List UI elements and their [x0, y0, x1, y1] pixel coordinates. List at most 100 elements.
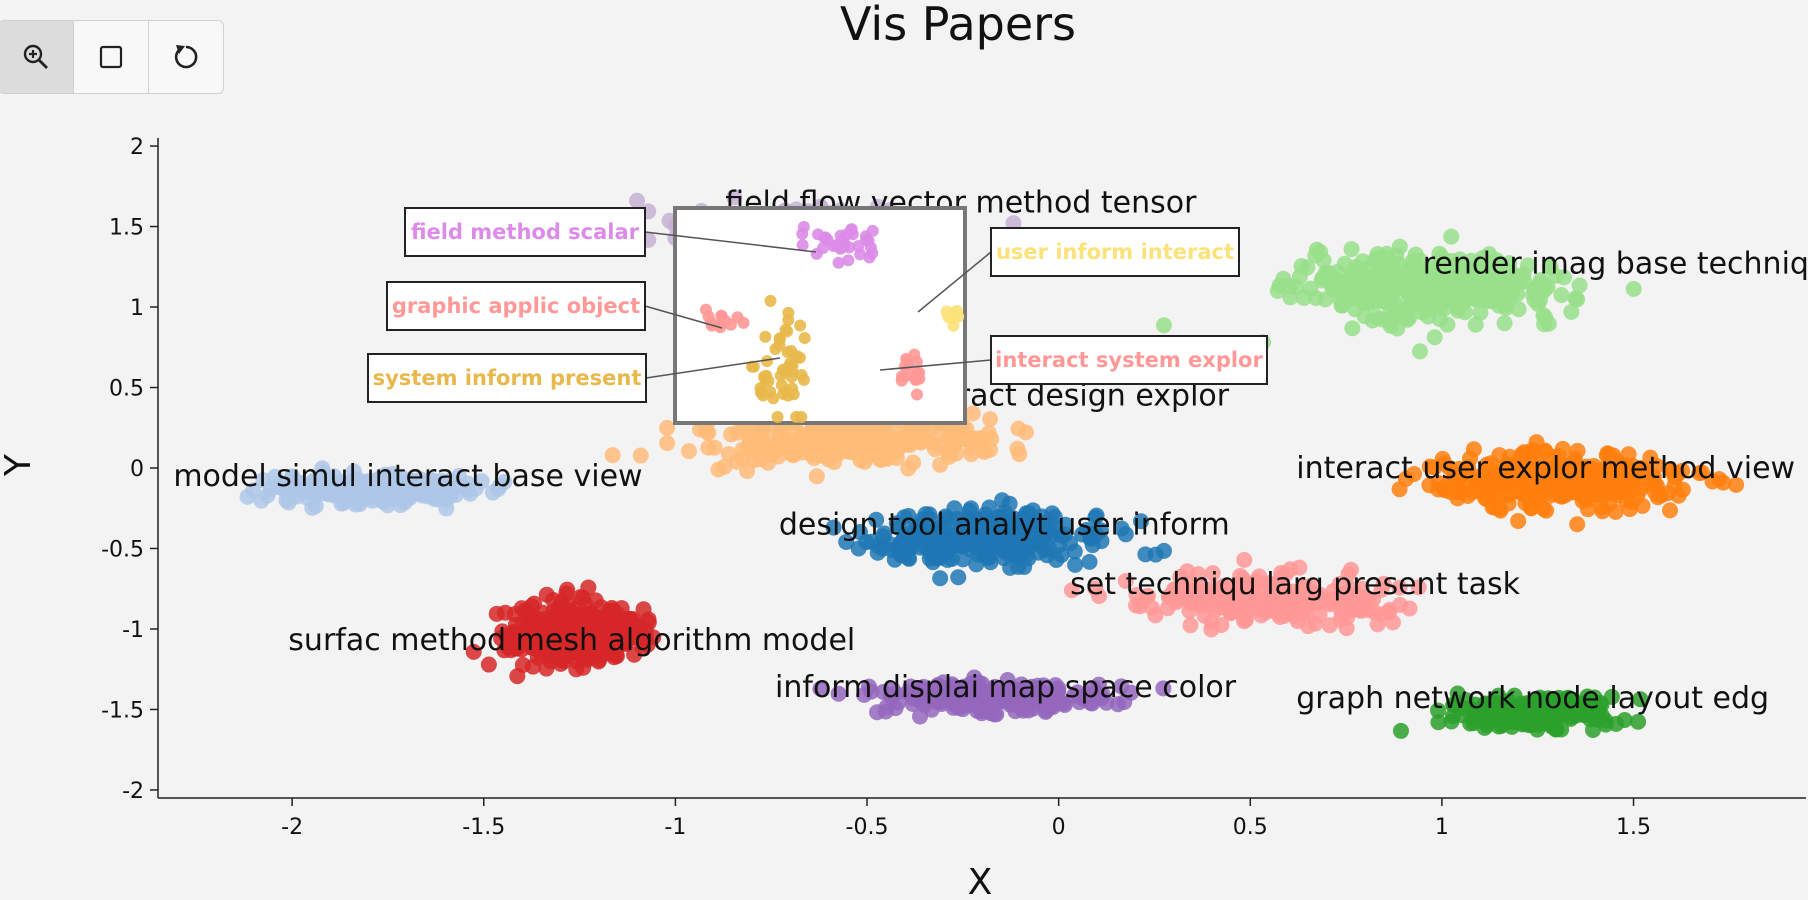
scatter-point [504, 625, 521, 642]
scatter-point [1728, 476, 1745, 493]
scatter-point [1569, 291, 1586, 308]
scatter-point [255, 472, 272, 489]
scatter-point [1084, 525, 1101, 542]
scatter-point [878, 698, 895, 715]
scatter-point [1348, 587, 1365, 604]
scatter-point [720, 445, 737, 462]
inset-point [795, 369, 808, 382]
scatter-point [1481, 246, 1498, 263]
scatter-point [1525, 487, 1542, 504]
scatter-point [379, 491, 396, 508]
y-tick-label: 1 [130, 296, 144, 321]
scatter-point [659, 419, 676, 436]
scatter-point [1595, 487, 1612, 504]
scatter-point [1016, 558, 1033, 575]
scatter-point [1364, 312, 1381, 329]
inset-point [866, 224, 879, 237]
scatter-point [1295, 289, 1312, 306]
scatter-point [1081, 553, 1098, 570]
inset-point [796, 239, 809, 252]
reset-button[interactable] [149, 21, 223, 93]
cluster-label: inform displai map space color [775, 670, 1237, 705]
scatter-point [1523, 694, 1540, 711]
select-box-button[interactable] [74, 21, 149, 93]
scatter-point [1155, 542, 1172, 559]
inset-point [910, 388, 923, 401]
scatter-point [1603, 688, 1620, 705]
scatter-point [710, 461, 727, 478]
scatter-point [680, 443, 697, 460]
y-tick-label: 1.5 [109, 216, 144, 241]
callout-box [990, 335, 1268, 385]
scatter-point [1015, 702, 1032, 719]
scatter-point [1553, 287, 1570, 304]
scatter-point [1204, 565, 1221, 582]
scatter-point [729, 424, 746, 441]
scatter-point [892, 430, 909, 447]
scatter-point [805, 437, 822, 454]
inset-point [794, 319, 807, 332]
scatter-point [1267, 596, 1284, 613]
scatter-point [1460, 459, 1477, 476]
scatter-point [239, 488, 256, 505]
zoom-in-button[interactable] [0, 21, 74, 93]
scatter-point [1449, 302, 1466, 319]
inset-point [767, 392, 780, 405]
scatter-point [1336, 585, 1353, 602]
scatter-point [1439, 316, 1456, 333]
inset-point [754, 382, 767, 395]
cluster-label: design tool analyt user inform [779, 507, 1230, 542]
scatter-point [932, 570, 949, 587]
scatter-point [1531, 291, 1548, 308]
scatter-point [635, 601, 652, 618]
scatter-point [1375, 575, 1392, 592]
scatter-point [1155, 680, 1172, 697]
cluster-points [1155, 228, 1642, 360]
scatter-point [1026, 680, 1043, 697]
scatter-point [958, 431, 975, 448]
scatter-point [1553, 721, 1570, 738]
callout-leader [917, 251, 992, 313]
scatter-point [734, 441, 751, 458]
scatter-point [1069, 684, 1086, 701]
scatter-point [1085, 679, 1102, 696]
cluster-label: set techniqu larg present task [1070, 567, 1521, 602]
inset-point [771, 411, 784, 423]
inset-point [737, 316, 750, 329]
scatter-point [856, 686, 873, 703]
scatter-point [1569, 516, 1586, 533]
cluster-points [239, 460, 513, 517]
scatter-point [943, 431, 960, 448]
scatter-point [1587, 462, 1604, 479]
scatter-point [1620, 446, 1637, 463]
scatter-point [983, 430, 1000, 447]
scatter-point [1365, 591, 1382, 608]
scatter-point [1436, 455, 1453, 472]
scatter-point [1040, 691, 1057, 708]
scatter-point [632, 447, 649, 464]
scatter-point [1357, 275, 1374, 292]
scatter-point [839, 442, 856, 459]
scatter-point [870, 432, 887, 449]
scatter-point [904, 690, 921, 707]
inset-point [790, 410, 803, 423]
scatter-point [1509, 454, 1526, 471]
scatter-point [1343, 241, 1360, 258]
scatter-point [838, 533, 855, 550]
scatter-point [1297, 579, 1314, 596]
scatter-point [1294, 597, 1311, 614]
scatter-point [1450, 263, 1467, 280]
zoom-inset [673, 206, 967, 425]
scatter-point [789, 442, 806, 459]
scatter-point [593, 647, 610, 664]
callout-leader [879, 359, 992, 371]
scatter-point [561, 628, 578, 645]
scatter-point [1563, 470, 1580, 487]
scatter-point [402, 472, 419, 489]
scatter-point [1182, 617, 1199, 634]
scatter-point [599, 628, 616, 645]
scatter-point [1579, 695, 1596, 712]
scatter-point [659, 435, 676, 452]
scatter-point [1491, 500, 1508, 517]
